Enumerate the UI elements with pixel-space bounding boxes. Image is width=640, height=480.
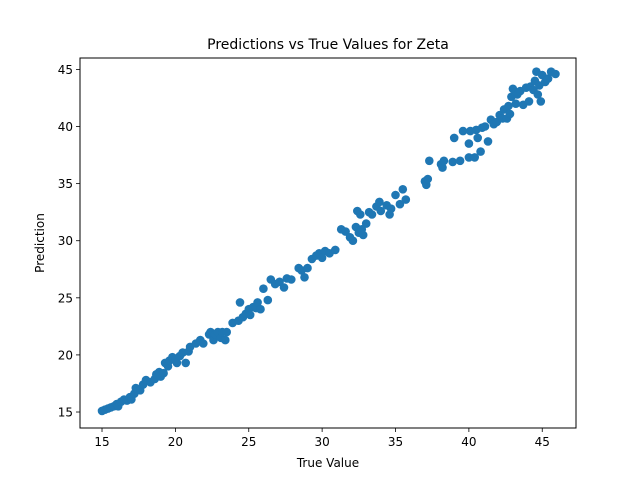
data-point [448, 157, 458, 167]
data-point [439, 156, 449, 166]
data-point [356, 210, 365, 219]
data-point [473, 133, 483, 143]
data-point [464, 139, 474, 148]
data-point [222, 327, 231, 337]
x-axis: 15 20 25 30 35 40 45 [94, 428, 550, 449]
data-point [263, 295, 273, 305]
data-point [172, 358, 182, 368]
data-point [480, 122, 490, 131]
data-point [358, 230, 368, 240]
data-point [287, 275, 296, 284]
y-tick-label: 40 [58, 120, 73, 134]
x-tick-label: 45 [535, 435, 550, 449]
y-axis: 15 20 25 30 35 40 45 [58, 63, 80, 420]
y-tick-label: 30 [58, 234, 73, 248]
data-point [438, 163, 447, 172]
data-point [221, 335, 230, 345]
data-point [256, 304, 265, 314]
data-point [375, 197, 384, 207]
chart-title: Predictions vs True Values for Zeta [207, 37, 449, 53]
data-point [317, 253, 327, 263]
data-point [483, 137, 493, 146]
data-point [543, 74, 553, 83]
data-point [511, 99, 521, 108]
data-point [470, 153, 480, 162]
data-point [181, 358, 190, 368]
y-axis-label: Prediction [33, 213, 47, 273]
data-point [425, 156, 434, 166]
data-point [245, 310, 255, 320]
data-point [391, 190, 400, 200]
y-tick-label: 35 [58, 177, 73, 191]
y-tick-label: 45 [58, 63, 73, 77]
data-point [159, 368, 168, 378]
data-point [386, 204, 396, 213]
data-point [303, 263, 312, 273]
x-axis-label: True Value [296, 456, 359, 470]
x-tick-label: 25 [241, 435, 256, 449]
x-tick-label: 30 [314, 435, 329, 449]
x-tick-label: 35 [388, 435, 403, 449]
y-tick-label: 25 [58, 291, 73, 305]
data-point [458, 126, 468, 136]
data-point [533, 90, 543, 99]
data-point [476, 147, 485, 156]
data-point [331, 245, 340, 255]
data-point [395, 199, 405, 209]
data-point [300, 273, 309, 282]
data-point [505, 109, 515, 119]
data-point [504, 101, 513, 111]
data-point [423, 174, 433, 184]
plot-frame [79, 57, 577, 429]
data-point [259, 284, 268, 294]
data-point [253, 298, 262, 307]
data-point [449, 133, 459, 143]
data-point [524, 97, 534, 106]
data-point [536, 97, 546, 106]
data-point [551, 69, 560, 79]
data-point [235, 298, 245, 307]
points-layer [97, 67, 560, 416]
x-tick-label: 15 [94, 435, 109, 449]
x-tick-label: 20 [168, 435, 183, 449]
data-point [398, 185, 408, 194]
x-tick-label: 40 [461, 435, 476, 449]
data-point [401, 195, 411, 204]
y-tick-label: 15 [58, 406, 73, 420]
y-tick-label: 20 [58, 348, 73, 362]
data-point [348, 236, 358, 245]
data-point [361, 219, 371, 228]
data-point [279, 283, 289, 292]
data-point [199, 339, 208, 348]
data-point [376, 206, 386, 216]
data-point [455, 156, 465, 166]
data-point [367, 210, 377, 219]
